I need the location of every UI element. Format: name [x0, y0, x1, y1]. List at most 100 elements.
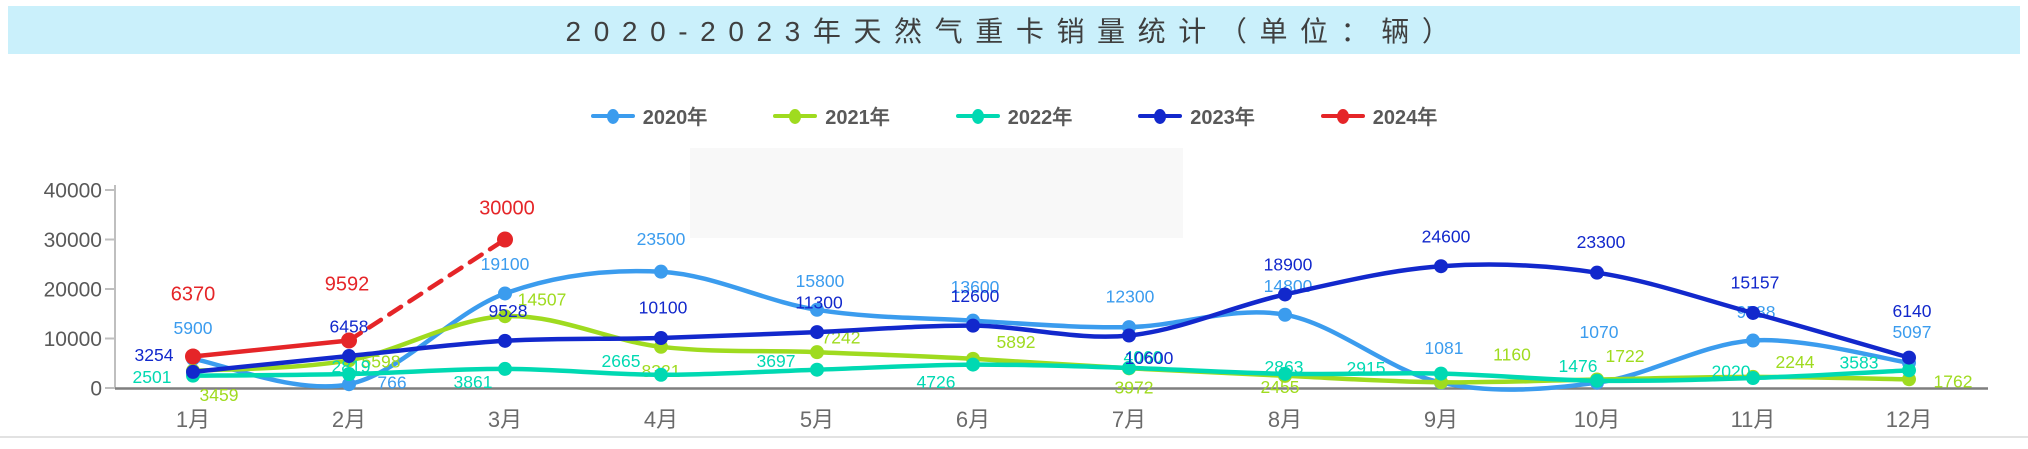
data-point-2023年-5月[interactable] [810, 325, 824, 340]
data-label-2022年-1月: 2501 [133, 367, 172, 387]
data-point-2023年-3月[interactable] [498, 333, 512, 348]
data-label-2023年-12月: 6140 [1893, 301, 1932, 321]
data-label-2024年-2月: 9592 [325, 274, 370, 296]
data-label-2020年-10月: 1070 [1580, 322, 1619, 342]
watermark-remnant [690, 148, 1183, 238]
data-label-2023年-11月: 15157 [1731, 272, 1780, 292]
data-label-2022年-9月: 2915 [1347, 358, 1386, 378]
data-point-2024年-3月[interactable] [497, 231, 513, 248]
chart-title: 2020-2023年天然气重卡销量统计（单位：辆） [565, 16, 1463, 47]
data-label-2024年-3月: 30000 [479, 198, 535, 220]
data-point-2022年-10月[interactable] [1590, 373, 1604, 388]
legend-item-label: 2022年 [1007, 107, 1073, 129]
data-label-2021年-2月: 5598 [362, 352, 401, 372]
legend-item-label: 2024年 [1372, 107, 1438, 129]
data-point-2022年-6月[interactable] [966, 357, 980, 372]
data-point-2021年-5月[interactable] [810, 345, 824, 360]
data-point-2024年-1月[interactable] [185, 348, 201, 365]
legend-item-label: 2020年 [642, 107, 708, 129]
data-point-2020年-8月[interactable] [1278, 307, 1292, 322]
line-2022年 [190, 362, 1912, 384]
data-point-2022年-7月[interactable] [1122, 360, 1136, 375]
legend-item-2022年[interactable]: 2022年 [955, 101, 1073, 130]
data-label-2023年-8月: 18900 [1264, 255, 1313, 275]
x-tick-label: 3月 [488, 407, 522, 432]
data-label-2020年-7月: 12300 [1106, 286, 1155, 306]
data-point-2023年-12月[interactable] [1902, 350, 1916, 365]
x-tick-label: 12月 [1886, 407, 1932, 432]
legend-item-label: 2023年 [1190, 107, 1255, 129]
data-label-2020年-3月: 19100 [481, 254, 530, 274]
data-label-2021年-9月: 1160 [1493, 345, 1531, 365]
data-point-2023年-2月[interactable] [342, 349, 356, 364]
line-chart: 0 10000 20000 30000 40000 1月 2月 3月 4月 5月 6月 7月 8月 9月 1… [0, 148, 2028, 438]
data-label-2022年-7月: 4060 [1124, 347, 1163, 367]
legend-item-2020年[interactable]: 2020年 [590, 101, 708, 130]
data-label-2021年-7月: 3972 [1115, 378, 1154, 398]
data-point-2023年-6月[interactable] [966, 318, 980, 333]
data-label-2023年-2月: 6458 [330, 316, 369, 336]
data-label-2020年-9月: 1081 [1425, 338, 1464, 358]
data-point-2023年-9月[interactable] [1434, 259, 1448, 274]
data-point-2020年-5月[interactable] [810, 302, 824, 317]
x-tick-label: 5月 [800, 407, 834, 432]
data-label-2020年-5月: 15800 [796, 271, 845, 291]
y-tick-label: 10000 [44, 328, 102, 351]
data-label-2020年-4月: 23500 [637, 229, 686, 249]
legend-line-marker-icon [590, 108, 635, 124]
data-point-2023年-11月[interactable] [1746, 305, 1760, 320]
data-label-2024年-1月: 6370 [171, 284, 216, 306]
y-tick-label: 20000 [44, 279, 102, 302]
data-label-2021年-1月: 3459 [200, 385, 239, 405]
data-point-2022年-2月[interactable] [342, 367, 356, 382]
line-segment-2024年 [190, 338, 352, 359]
data-label-2023年-4月: 10100 [639, 297, 688, 317]
legend-line-marker-icon [955, 108, 1000, 124]
data-point-2022年-4月[interactable] [654, 367, 668, 382]
data-label-2021年-3月: 14507 [518, 289, 567, 309]
data-point-2022年-12月[interactable] [1902, 363, 1916, 378]
data-point-2022年-11月[interactable] [1746, 371, 1760, 386]
legend-item-2023年[interactable]: 2023年 [1138, 101, 1255, 130]
data-point-2023年-1月[interactable] [186, 364, 200, 379]
data-label-2022年-2月: 2819 [332, 356, 371, 376]
data-point-2023年-8月[interactable] [1278, 287, 1292, 302]
data-label-2020年-1月: 5900 [174, 318, 213, 338]
data-point-2020年-3月[interactable] [498, 286, 512, 301]
data-label-2020年-6月: 13600 [951, 277, 1000, 297]
x-tick-label: 8月 [1268, 407, 1302, 432]
data-point-2020年-11月[interactable] [1746, 333, 1760, 348]
data-label-2023年-7月: 10600 [1125, 348, 1174, 368]
data-point-2020年-2月[interactable] [342, 377, 356, 392]
x-tick-label: 11月 [1731, 407, 1776, 432]
data-point-2023年-7月[interactable] [1122, 328, 1136, 343]
data-label-2022年-12月: 3583 [1840, 353, 1879, 373]
data-point-2023年-10月[interactable] [1590, 265, 1604, 280]
data-point-2022年-9月[interactable] [1434, 366, 1448, 381]
data-label-2021年-12月: 1762 [1934, 372, 1973, 392]
x-tick-label: 10月 [1574, 407, 1620, 432]
legend-item-2021年[interactable]: 2021年 [773, 101, 890, 130]
data-label-2021年-10月: 1722 [1606, 346, 1645, 366]
data-point-2024年-2月[interactable] [341, 332, 357, 349]
data-label-2021年-8月: 2455 [1261, 377, 1300, 397]
data-point-2022年-5月[interactable] [810, 362, 824, 377]
line-segment-2024年 [346, 237, 508, 343]
legend: 2020年 2021年 2022年 2023年 2024年 [0, 101, 2028, 130]
x-tick-label: 7月 [1112, 407, 1146, 432]
data-label-2022年-6月: 4726 [917, 372, 956, 392]
x-tick-label: 6月 [956, 407, 990, 432]
data-label-2020年-12月: 5097 [1893, 322, 1932, 342]
data-point-2023年-4月[interactable] [654, 331, 668, 346]
data-point-2022年-8月[interactable] [1278, 366, 1292, 381]
data-label-2023年-3月: 9528 [489, 301, 528, 321]
data-label-2022年-10月: 1476 [1559, 356, 1598, 376]
data-point-2021年-3月[interactable] [498, 309, 512, 324]
data-label-2021年-6月: 5892 [997, 332, 1036, 352]
data-label-2022年-8月: 2863 [1265, 357, 1304, 377]
data-label-2022年-4月: 2665 [602, 351, 641, 371]
legend-item-2024年[interactable]: 2024年 [1320, 101, 1438, 130]
data-point-2020年-4月[interactable] [654, 264, 668, 279]
data-point-2022年-3月[interactable] [498, 361, 512, 376]
